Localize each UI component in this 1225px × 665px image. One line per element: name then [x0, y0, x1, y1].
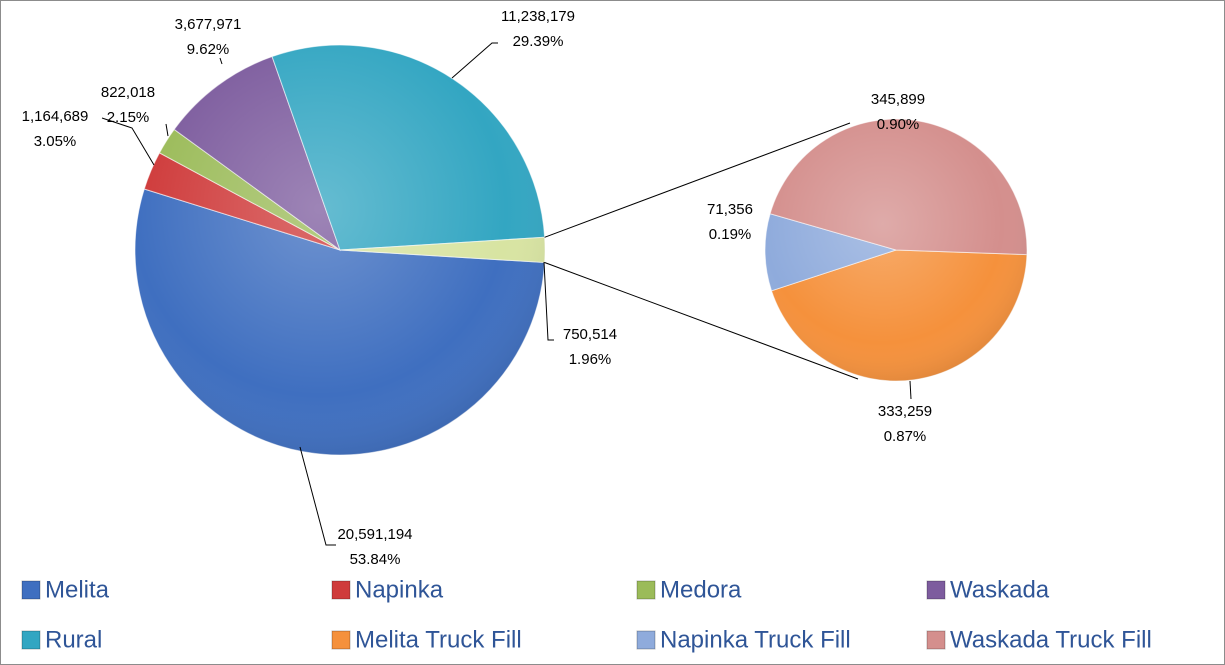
- legend-label: Melita Truck Fill: [355, 626, 522, 653]
- leader-line: [219, 57, 223, 65]
- data-label: 822,018: [101, 84, 155, 101]
- leader-line: [451, 42, 498, 79]
- data-label: 3.05%: [34, 133, 77, 150]
- data-label: 3,677,971: [175, 16, 242, 33]
- data-label: 750,514: [563, 326, 617, 343]
- data-label: 2.15%: [107, 109, 150, 126]
- data-label: 71,356: [707, 201, 753, 218]
- data-label: 0.87%: [884, 428, 927, 445]
- connector-line: [544, 122, 851, 238]
- data-label: 9.62%: [187, 41, 230, 58]
- data-label: 20,591,194: [337, 526, 412, 543]
- legend-label: Waskada: [950, 576, 1050, 603]
- legend-swatch: [21, 580, 41, 600]
- data-label: 11,238,179: [501, 8, 575, 25]
- legend-swatch: [926, 580, 946, 600]
- data-label: 0.19%: [709, 226, 752, 243]
- legend-label: Napinka: [355, 576, 444, 603]
- legend-label: Waskada Truck Fill: [950, 626, 1152, 653]
- legend-swatch: [21, 630, 41, 650]
- leader-line: [165, 123, 169, 137]
- connector-line: [544, 262, 859, 380]
- data-label: 1.96%: [569, 351, 612, 368]
- legend-label: Melita: [45, 576, 110, 603]
- leader-line: [299, 446, 336, 546]
- legend-label: Rural: [45, 626, 102, 653]
- leader-line: [909, 380, 912, 400]
- legend-swatch: [926, 630, 946, 650]
- data-label: 53.84%: [350, 551, 401, 568]
- leader-line: [543, 261, 554, 341]
- data-label: 333,259: [878, 403, 932, 420]
- legend-swatch: [636, 630, 656, 650]
- data-label: 1,164,689: [22, 108, 89, 125]
- legend-label: Napinka Truck Fill: [660, 626, 851, 653]
- data-label: 0.90%: [877, 116, 920, 133]
- legend-swatch: [636, 580, 656, 600]
- data-label: 345,899: [871, 91, 925, 108]
- leader-line: [101, 117, 155, 166]
- legend-label: Medora: [660, 576, 742, 603]
- legend-swatch: [331, 580, 351, 600]
- legend-swatch: [331, 630, 351, 650]
- data-label: 29.39%: [513, 33, 564, 50]
